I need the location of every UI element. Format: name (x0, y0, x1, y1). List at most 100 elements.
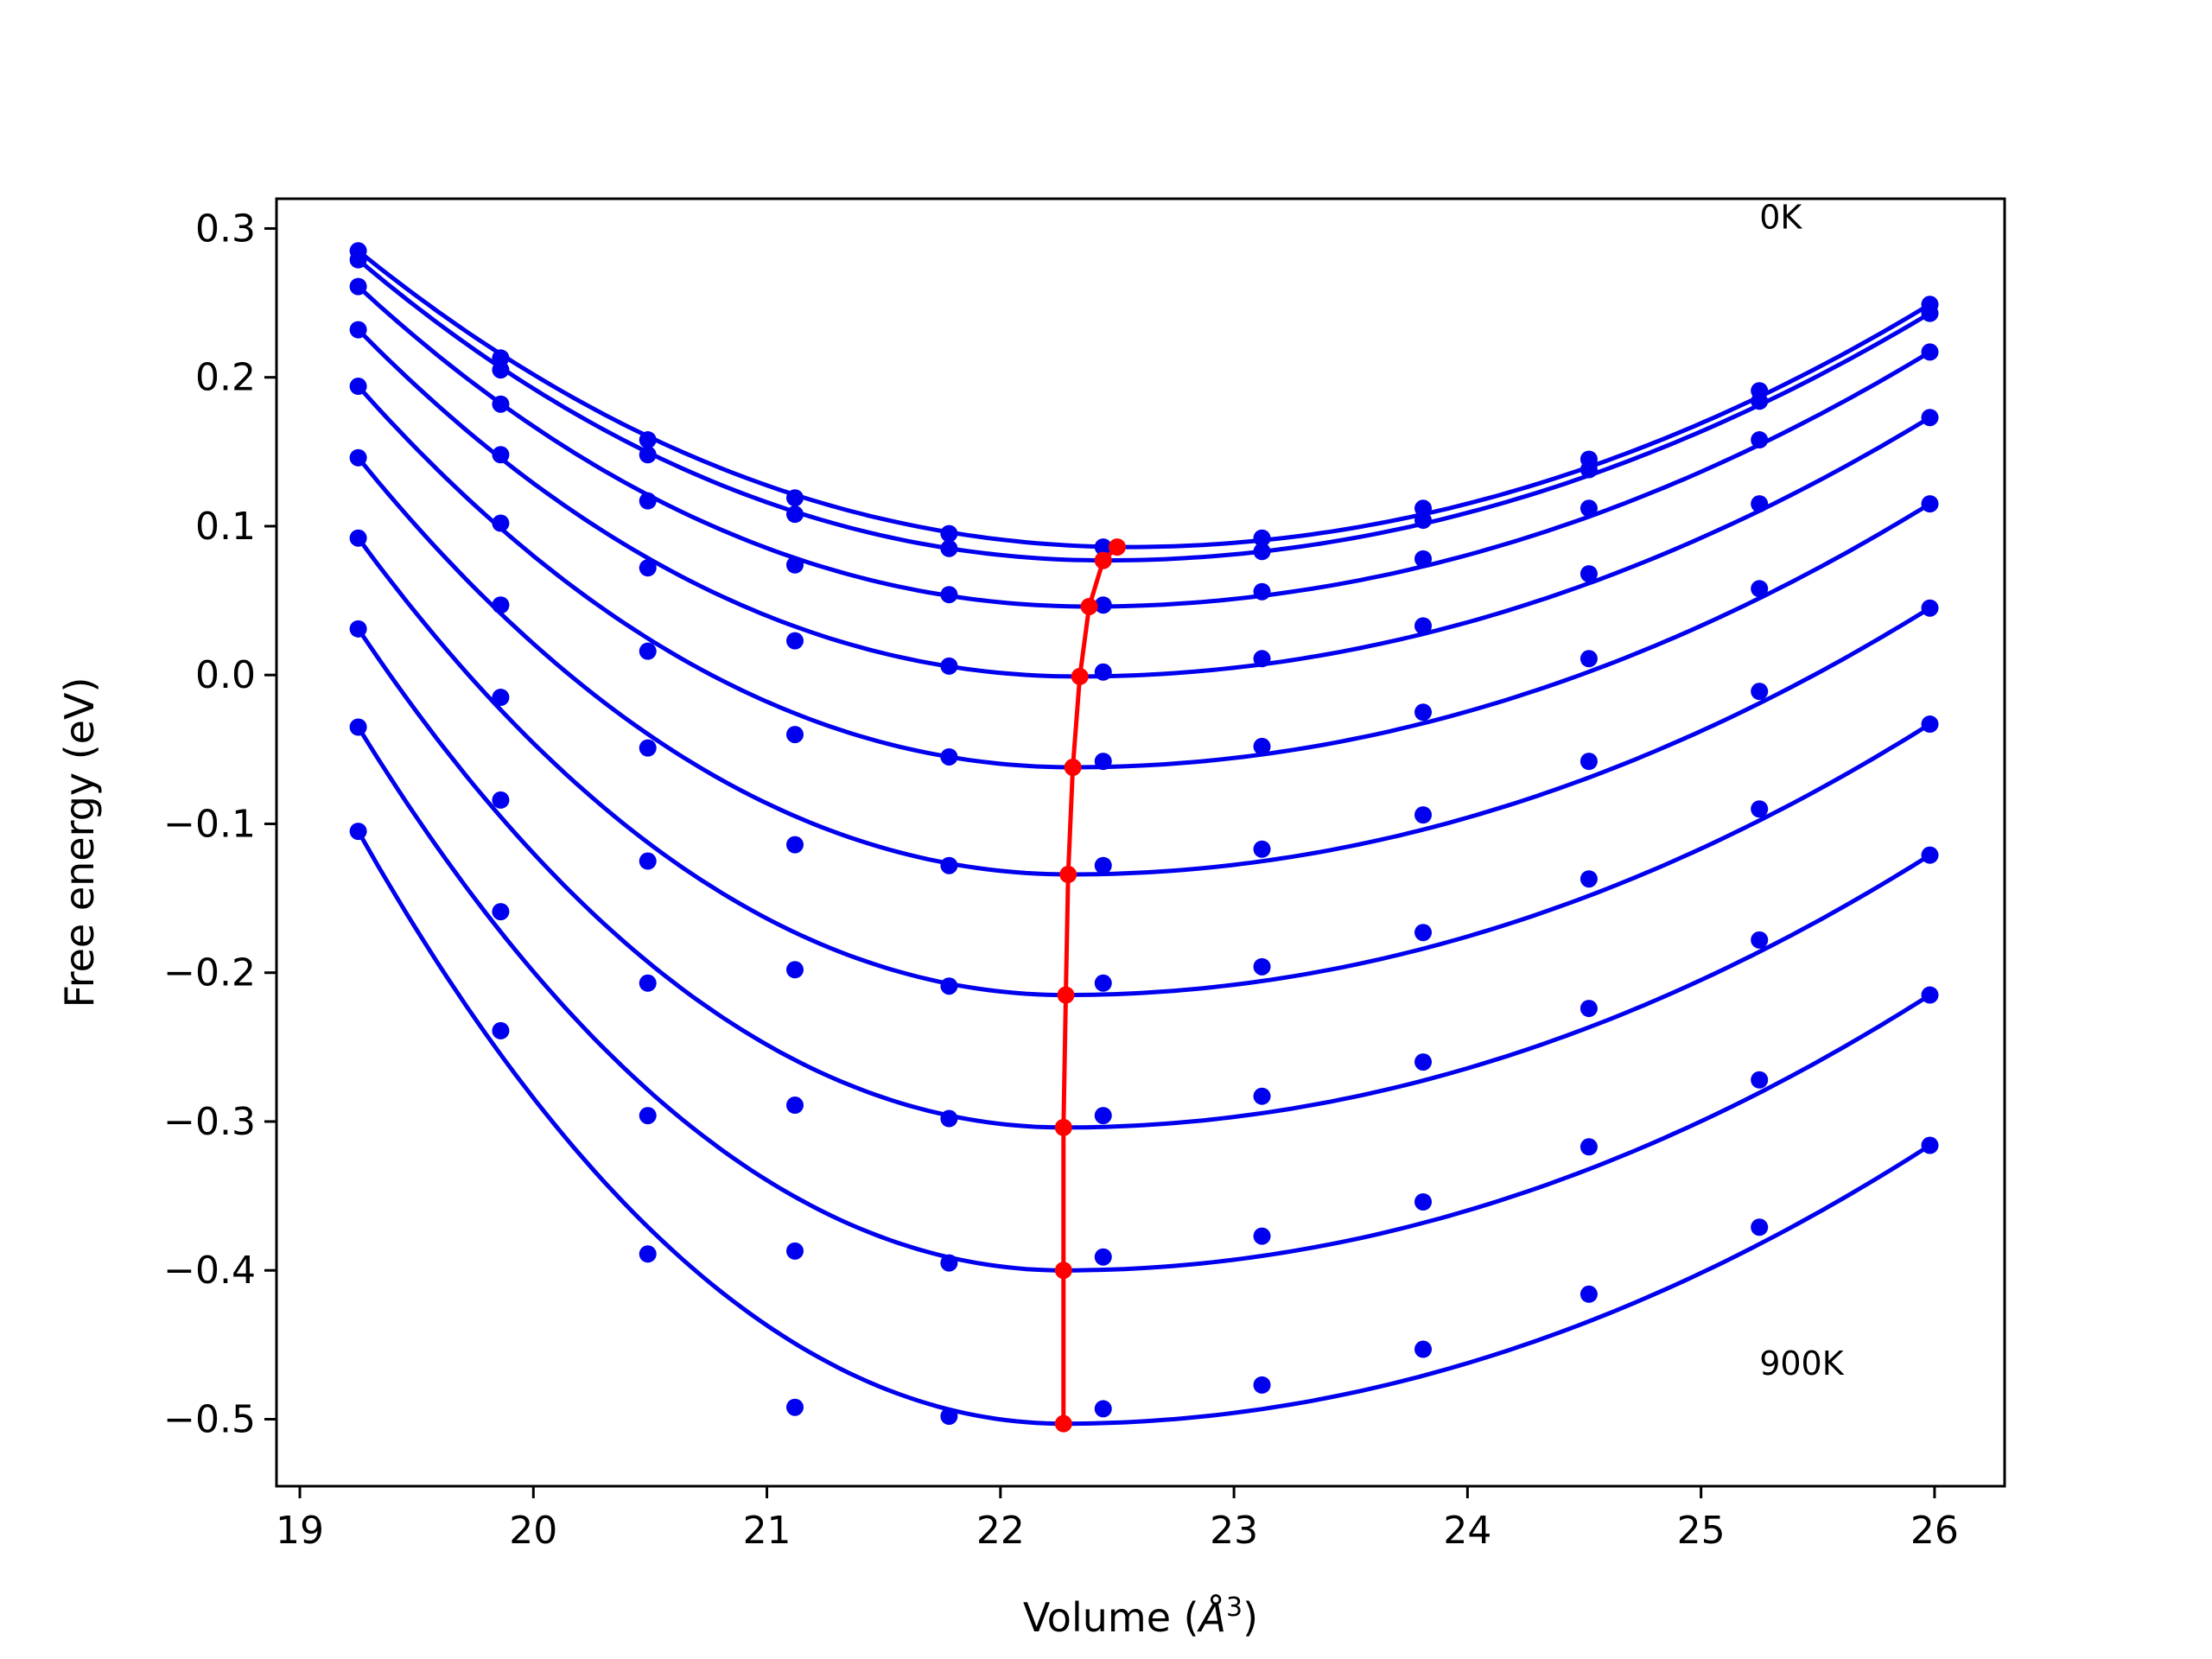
data-point (349, 277, 367, 296)
data-point (940, 856, 958, 874)
data-point (1253, 582, 1271, 601)
data-point (492, 395, 510, 413)
data-point (940, 1408, 958, 1426)
data-point (940, 1109, 958, 1128)
data-point (940, 524, 958, 543)
fit-curves (356, 249, 1931, 1427)
data-point (1921, 846, 1939, 864)
data-point (1921, 495, 1939, 513)
x-tick-label: 19 (276, 1509, 324, 1553)
data-point (1414, 1340, 1433, 1358)
x-axis-label: Volume (Å3) (1023, 1592, 1258, 1641)
y-tick-label: 0.1 (195, 505, 256, 549)
data-point (1751, 1218, 1769, 1236)
data-point (1580, 565, 1598, 583)
data-point (1580, 1285, 1598, 1303)
data-point (1921, 343, 1939, 361)
data-point (639, 974, 657, 992)
data-point (1414, 924, 1433, 942)
data-point (940, 586, 958, 604)
data-point (1751, 495, 1769, 513)
data-point (349, 448, 367, 467)
data-point (1414, 499, 1433, 518)
data-point (1751, 931, 1769, 949)
y-tick-label: −0.3 (163, 1100, 256, 1144)
minima-line (1061, 545, 1119, 1424)
fit-curve (356, 726, 1931, 1273)
data-point (492, 514, 510, 532)
y-tick-label: 0.2 (195, 356, 256, 400)
y-tick-label: −0.1 (163, 802, 256, 846)
minimum-point (1059, 866, 1077, 884)
data-point (1094, 974, 1112, 992)
minima-curve (1054, 538, 1126, 1433)
fit-curve (356, 456, 1931, 877)
data-point (639, 1107, 657, 1125)
data-point (639, 431, 657, 449)
data-point (1094, 1248, 1112, 1266)
minimum-point (1080, 597, 1098, 615)
data-point (1921, 599, 1939, 617)
fit-curve (356, 537, 1931, 998)
temperature-annotation: 0K (1759, 198, 1802, 236)
y-tick-label: 0.0 (195, 653, 256, 697)
fit-curve (357, 249, 1931, 550)
data-point (940, 977, 958, 995)
data-point (492, 446, 510, 464)
data-point (1751, 392, 1769, 410)
data-point (1921, 409, 1939, 427)
fit-curve (356, 284, 1931, 609)
data-point (1751, 431, 1769, 449)
data-point (349, 529, 367, 547)
data-point (1094, 1107, 1112, 1125)
data-point (1094, 663, 1112, 681)
fit-curve (356, 385, 1931, 770)
y-axis-ticks: 0.3 0.2 0.1 0.0 −0.1 −0.2 −0.3 −0.4 −0.5 (163, 207, 276, 1441)
data-point (349, 823, 367, 841)
x-tick-label: 20 (509, 1509, 557, 1553)
data-point (1580, 1000, 1598, 1018)
fit-curve (356, 627, 1931, 1130)
data-point (1921, 304, 1939, 322)
data-point (786, 1398, 804, 1416)
data-point (492, 361, 510, 379)
fit-curve (356, 257, 1931, 563)
data-point (1253, 840, 1271, 858)
y-tick-label: 0.3 (195, 207, 256, 251)
data-point (1253, 1227, 1271, 1245)
temperature-annotation: 900K (1759, 1344, 1845, 1382)
data-point (1580, 1138, 1598, 1156)
data-point (639, 492, 657, 510)
data-point (639, 852, 657, 870)
data-point (492, 596, 510, 614)
data-point (492, 689, 510, 707)
data-point (1253, 529, 1271, 547)
data-point (1253, 1087, 1271, 1105)
data-point (1094, 596, 1112, 614)
minimum-point (1054, 1262, 1072, 1280)
y-axis-label: Free energy (eV) (56, 677, 103, 1008)
minimum-point (1054, 1414, 1072, 1433)
data-point (1580, 499, 1598, 518)
data-point (940, 657, 958, 675)
data-point (1414, 512, 1433, 530)
fit-curve (356, 327, 1931, 679)
data-point (639, 1245, 657, 1263)
minimum-point (1054, 1118, 1072, 1136)
x-tick-label: 25 (1677, 1509, 1726, 1553)
data-point (492, 349, 510, 367)
data-point (1414, 550, 1433, 568)
data-point (1580, 461, 1598, 479)
data-point (349, 321, 367, 339)
data-point (1094, 1400, 1112, 1418)
data-point (639, 446, 657, 464)
data-point (1751, 800, 1769, 818)
minimum-point (1064, 759, 1082, 777)
data-point (492, 1021, 510, 1039)
data-point (940, 539, 958, 557)
data-point (1094, 753, 1112, 771)
data-point (1253, 543, 1271, 561)
data-point (786, 505, 804, 524)
data-point (1414, 1053, 1433, 1071)
